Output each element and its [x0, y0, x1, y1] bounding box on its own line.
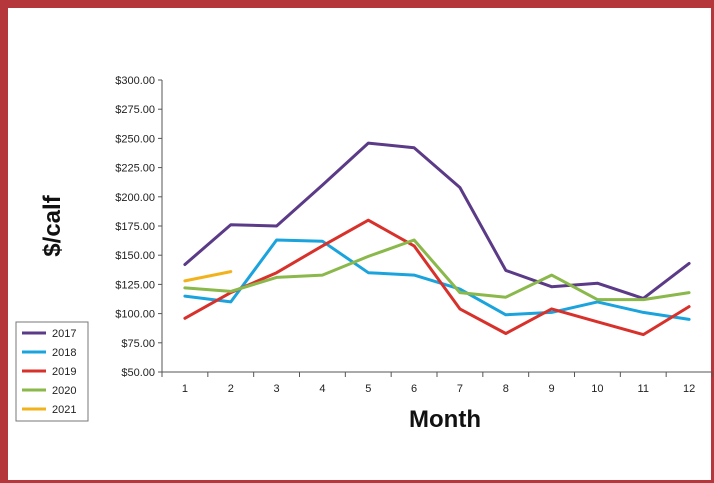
x-tick-label: 11: [638, 383, 649, 395]
legend-label-2019: 2019: [52, 366, 76, 378]
x-tick-label: 8: [503, 383, 509, 395]
y-tick-label: $150.00: [115, 250, 155, 262]
x-tick-label: 3: [274, 383, 280, 395]
x-tick-label: 9: [549, 383, 555, 395]
y-tick-label: $100.00: [115, 309, 155, 321]
x-tick-label: 12: [683, 383, 695, 395]
y-tick-label: $200.00: [115, 192, 155, 204]
y-tick-label: $300.00: [115, 75, 155, 87]
x-tick-label: 7: [457, 383, 463, 395]
y-axis-ticks: $50.00 $75.00 $100.00 $125.00 $150.00 $175.00…: [115, 75, 162, 379]
x-tick-label: 6: [411, 383, 417, 395]
x-tick-label: 2: [228, 383, 234, 395]
series-line-2017: [183, 141, 691, 300]
frame-border-right: [711, 0, 714, 483]
y-tick-label: $175.00: [115, 221, 155, 233]
y-tick-label: $125.00: [115, 279, 155, 291]
y-tick-label: $225.00: [115, 163, 155, 175]
y-axis-title: $/calf: [39, 194, 66, 256]
legend-label-2020: 2020: [52, 385, 76, 397]
frame-border-left: [0, 0, 8, 483]
legend-label-2017: 2017: [52, 328, 76, 340]
y-tick-label: $75.00: [121, 338, 155, 350]
x-tick-label: 10: [591, 383, 603, 395]
series-line-2021: [183, 270, 233, 283]
x-axis-ticks: 1 2 3 4 5 6 7 8 9 10 11 12: [161, 372, 713, 395]
y-tick-label: $50.00: [121, 367, 155, 379]
x-tick-label: 1: [182, 383, 188, 395]
legend-label-2018: 2018: [52, 347, 76, 359]
x-axis-title: Month: [409, 406, 481, 433]
x-tick-label: 5: [365, 383, 371, 395]
x-tick-label: 4: [319, 383, 325, 395]
frame-border-top: [0, 0, 714, 8]
series-line-2019: [183, 218, 691, 337]
legend: 2017 2018 2019 2020 2021: [15, 321, 89, 422]
series-line-2020: [183, 238, 691, 302]
frame-border-bottom: [0, 480, 714, 483]
y-tick-label: $275.00: [115, 104, 155, 116]
series-lines: [183, 141, 691, 337]
legend-label-2021: 2021: [52, 404, 76, 416]
y-tick-label: $250.00: [115, 133, 155, 145]
series-line-2018: [183, 238, 691, 321]
